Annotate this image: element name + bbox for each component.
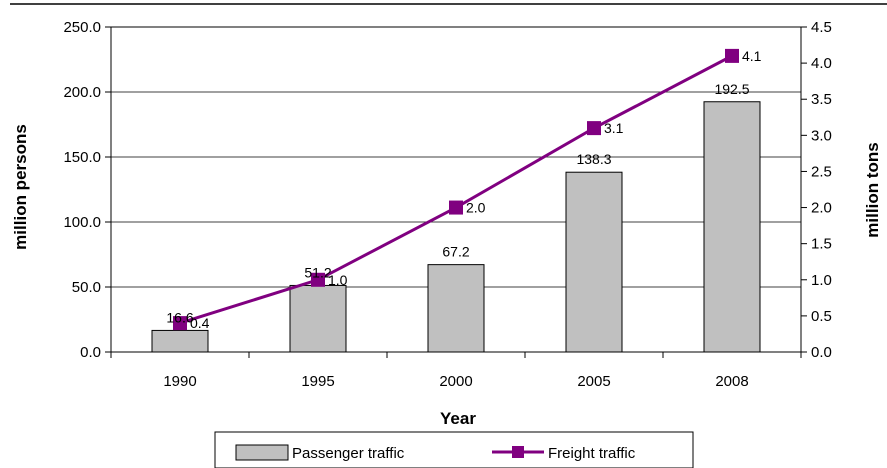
passenger-bar [703, 101, 761, 353]
x-tick-label: 2008 [715, 373, 748, 390]
passenger-bars [151, 101, 761, 353]
legend-passenger-label: Passenger traffic [292, 445, 405, 462]
passenger-value-label: 51.2 [304, 264, 331, 280]
passenger-bar [289, 284, 347, 353]
freight-value-label: 4.1 [742, 48, 762, 64]
passenger-value-label: 192.5 [714, 81, 749, 97]
y2-tick-label: 0.0 [811, 344, 832, 361]
axes [105, 26, 807, 358]
freight-value-label: 2.0 [466, 200, 486, 216]
y2-tick-label: 1.5 [811, 236, 832, 253]
legend-freight-label: Freight traffic [548, 445, 636, 462]
data-labels: 16.6 51.2 67.2 138.3 192.5 0.4 1.0 2.0 3.1 4.1 [166, 48, 761, 331]
passenger-bar [565, 171, 623, 353]
y-axis-title: million persons [11, 124, 30, 250]
x-tick-label: 2005 [577, 373, 610, 390]
y2-tick-label: 4.0 [811, 55, 832, 72]
passenger-bar [151, 329, 209, 353]
y-tick-label: 150.0 [63, 149, 101, 166]
y-tick-label: 250.0 [63, 19, 101, 36]
x-tick-label: 1990 [163, 373, 196, 390]
x-tick-label: 1995 [301, 373, 334, 390]
freight-marker [449, 200, 463, 215]
y2-tick-label: 4.5 [811, 19, 832, 36]
freight-value-label: 0.4 [190, 315, 210, 331]
passenger-value-label: 138.3 [576, 151, 611, 167]
y2-tick-label: 2.0 [811, 200, 832, 217]
x-axis-title: Year [440, 409, 476, 428]
tick-labels: 0.0 50.0 100.0 150.0 200.0 250.0 0.0 0.5 1.0 1.5 2… [63, 19, 831, 390]
freight-line [173, 48, 739, 331]
legend-box [214, 431, 694, 468]
freight-marker [725, 48, 739, 63]
y-tick-label: 50.0 [72, 279, 101, 296]
legend-freight-marker [512, 446, 524, 458]
x-tick-label: 2000 [439, 373, 472, 390]
y-tick-label: 0.0 [80, 344, 101, 361]
y-tick-label: 200.0 [63, 84, 101, 101]
legend: Passenger traffic Freight traffic [214, 431, 694, 468]
y2-tick-label: 3.5 [811, 91, 832, 108]
y2-tick-label: 1.0 [811, 272, 832, 289]
passenger-value-label: 67.2 [442, 244, 469, 260]
y2-tick-label: 3.0 [811, 127, 832, 144]
plot-frame [110, 26, 802, 353]
y2-tick-label: 0.5 [811, 308, 832, 325]
legend-passenger-swatch [235, 444, 289, 461]
passenger-value-label: 16.6 [166, 309, 193, 325]
freight-marker [173, 316, 187, 331]
y2-tick-label: 2.5 [811, 163, 832, 180]
y2-axis-title: million tons [863, 142, 882, 237]
freight-marker [587, 121, 601, 136]
freight-marker [311, 272, 325, 287]
freight-value-label: 3.1 [604, 120, 624, 136]
passenger-bar [427, 264, 485, 353]
y-tick-label: 100.0 [63, 214, 101, 231]
freight-value-label: 1.0 [328, 272, 348, 288]
